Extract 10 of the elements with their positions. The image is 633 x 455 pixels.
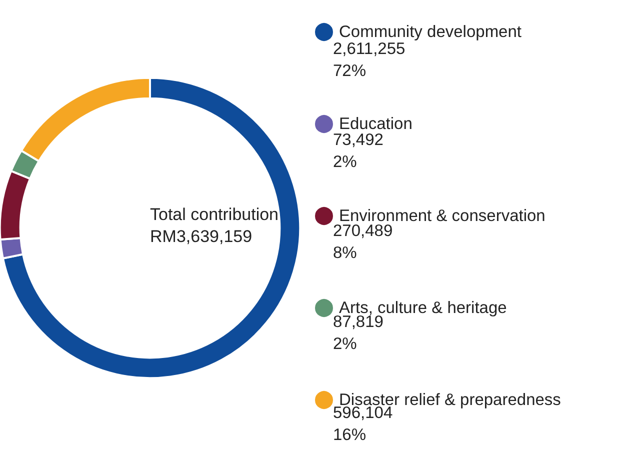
data-label: 270,489 8%: [333, 222, 393, 262]
legend-label: Environment & conservation: [339, 207, 546, 225]
legend-label: Education: [339, 115, 412, 133]
data-label: 596,104 16%: [333, 404, 393, 444]
legend-label: Arts, culture & heritage: [339, 299, 507, 317]
legend-label: Community development: [339, 23, 522, 41]
text: RM3,639,159: [150, 227, 252, 246]
text: Total contribution: [150, 205, 279, 224]
data-label: 73,492 2%: [333, 131, 384, 171]
data-label: 2,611,255 72%: [333, 40, 406, 80]
